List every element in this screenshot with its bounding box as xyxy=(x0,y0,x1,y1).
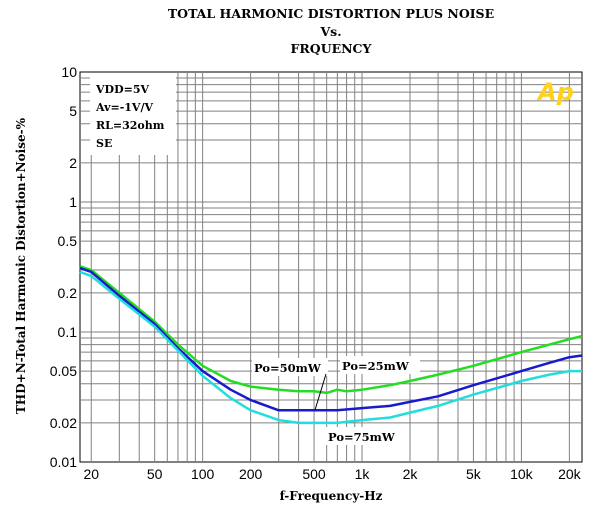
x-tick-label: 50 xyxy=(147,466,163,482)
y-tick-label: 0.1 xyxy=(58,324,78,340)
x-tick-label: 100 xyxy=(191,466,215,482)
y-axis-label: THD+N-Total Harmonic Distortion+Noise-% xyxy=(14,117,28,414)
annotation-po-50mw: Po=50mW xyxy=(254,361,322,375)
tick-labels: 20 50 100 200 500 1k 2k 5k 10k 20k 10 5 2 1 0.5 0.2 0.1 0… xyxy=(50,64,582,482)
x-tick-label: 20 xyxy=(83,466,99,482)
y-tick-label: 10 xyxy=(61,64,77,80)
chart-title-line-1: TOTAL HARMONIC DISTORTION PLUS NOISE xyxy=(168,6,494,21)
condition-gain: Av=-1V/V xyxy=(95,101,153,114)
series-lines xyxy=(79,265,583,425)
y-tick-label: 0.05 xyxy=(50,363,77,379)
ap-logo: Ap xyxy=(536,78,574,106)
x-axis-label: f-Frequency-Hz xyxy=(280,489,383,503)
condition-vdd: VDD=5V xyxy=(95,83,149,96)
condition-load: RL=32ohm xyxy=(96,119,165,132)
annotation-bg-25mw xyxy=(340,356,420,374)
y-tick-label: 0.02 xyxy=(50,415,77,431)
annotation-po-25mw: Po=25mW xyxy=(342,359,410,373)
x-tick-label: 1k xyxy=(355,466,371,482)
series-line-po-75mw xyxy=(79,270,582,425)
condition-mode: SE xyxy=(96,137,112,150)
x-tick-label: 5k xyxy=(466,466,482,482)
annotation-leader-50mw xyxy=(314,373,327,411)
y-tick-label: 0.5 xyxy=(58,233,78,249)
chart-title-line-2: Vs. xyxy=(319,24,341,39)
series-line-po-50mw xyxy=(79,266,583,412)
x-tick-label: 2k xyxy=(403,466,419,482)
x-tick-label: 20k xyxy=(558,466,582,482)
y-tick-label: 0.01 xyxy=(50,454,77,470)
y-tick-label: 5 xyxy=(69,103,77,119)
series-line-po-25mw xyxy=(79,265,583,395)
chart-title-line-3: FRQUENCY xyxy=(291,41,373,56)
conditions-box xyxy=(90,73,176,155)
x-tick-label: 10k xyxy=(510,466,534,482)
annotation-po-75mw: Po=75mW xyxy=(328,430,396,444)
grid-lines xyxy=(80,72,582,462)
y-tick-label: 0.2 xyxy=(58,285,78,301)
y-tick-label: 2 xyxy=(69,155,77,171)
x-tick-label: 500 xyxy=(302,466,326,482)
chart-title: TOTAL HARMONIC DISTORTION PLUS NOISE Vs.… xyxy=(168,6,494,56)
annotation-bg-50mw xyxy=(252,358,328,376)
x-tick-label: 200 xyxy=(239,466,263,482)
y-tick-label: 1 xyxy=(69,194,77,210)
annotation-bg-75mw xyxy=(326,427,406,445)
